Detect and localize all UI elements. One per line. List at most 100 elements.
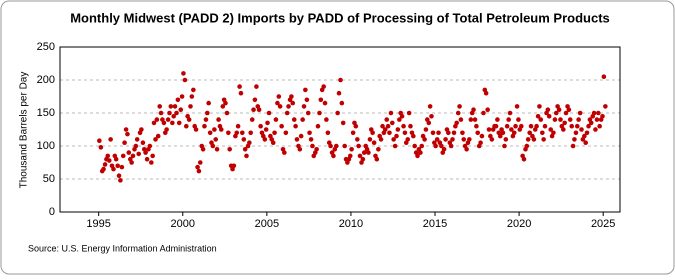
data-point <box>422 137 427 142</box>
data-point <box>401 123 406 129</box>
data-point <box>573 130 579 136</box>
data-point <box>454 120 460 126</box>
data-point <box>493 123 499 129</box>
data-point <box>244 153 249 159</box>
data-point <box>591 110 597 116</box>
data-point <box>239 130 245 136</box>
data-point <box>262 137 268 142</box>
data-point <box>382 127 388 132</box>
data-point <box>150 153 155 159</box>
data-point <box>291 117 297 122</box>
data-point <box>516 117 521 122</box>
y-tick-label: 100 <box>37 140 55 152</box>
data-point <box>489 137 495 142</box>
data-point <box>303 87 308 93</box>
data-point <box>279 123 284 129</box>
data-point <box>448 143 454 149</box>
data-point <box>528 123 534 129</box>
data-point <box>254 84 259 89</box>
data-point <box>336 90 342 96</box>
x-tick-label: 2015 <box>423 218 447 230</box>
data-point <box>210 143 216 149</box>
data-point <box>479 133 485 139</box>
data-point <box>223 100 228 106</box>
data-point <box>289 94 294 99</box>
data-point <box>506 117 511 122</box>
data-point <box>238 90 244 96</box>
data-point <box>247 140 252 145</box>
data-point <box>167 110 172 116</box>
data-point <box>193 127 199 132</box>
data-point <box>353 123 359 129</box>
data-point <box>586 123 591 129</box>
data-point <box>475 130 481 136</box>
data-point <box>115 163 120 169</box>
data-point <box>378 137 384 142</box>
data-point <box>534 123 539 129</box>
data-point <box>370 130 375 136</box>
data-point <box>430 130 436 136</box>
data-point <box>576 117 581 122</box>
y-tick-label: 50 <box>43 173 55 185</box>
data-point <box>503 137 509 142</box>
x-tick-label: 2000 <box>171 218 195 230</box>
data-point <box>427 104 433 109</box>
data-point <box>603 104 608 109</box>
data-point <box>322 100 328 106</box>
data-point <box>397 117 402 122</box>
data-point <box>175 97 181 103</box>
data-point <box>411 133 416 139</box>
data-point <box>207 130 213 136</box>
data-point <box>429 114 434 119</box>
data-point <box>108 137 113 142</box>
data-point <box>155 133 161 139</box>
data-point <box>556 107 562 112</box>
data-point <box>574 123 580 129</box>
data-point <box>402 130 408 136</box>
data-point <box>464 147 469 152</box>
data-point <box>366 150 371 155</box>
data-point <box>600 114 605 119</box>
data-point <box>500 130 506 136</box>
data-point <box>527 130 532 136</box>
data-point <box>542 123 548 129</box>
x-tick-label: 1995 <box>86 218 110 230</box>
data-point <box>552 117 558 122</box>
data-point <box>123 127 129 132</box>
data-point <box>387 130 392 136</box>
data-point <box>457 104 462 109</box>
data-point <box>558 117 563 122</box>
data-point <box>266 110 272 116</box>
data-point <box>458 117 464 122</box>
y-axis-label: Thousand Barrels per Day <box>19 72 30 189</box>
data-point <box>561 127 566 132</box>
data-point <box>172 104 178 109</box>
data-point <box>483 90 489 96</box>
data-point <box>242 147 248 152</box>
data-point <box>455 110 461 116</box>
data-point <box>436 130 441 136</box>
data-point <box>548 127 554 132</box>
data-point <box>338 77 343 83</box>
data-point <box>342 143 348 149</box>
data-point <box>125 131 130 137</box>
data-point <box>234 130 240 136</box>
data-point <box>423 127 429 132</box>
data-point <box>174 110 179 116</box>
data-point <box>525 137 531 142</box>
data-point <box>380 123 385 129</box>
data-point <box>304 97 310 103</box>
data-point <box>486 127 492 132</box>
data-point <box>328 143 333 149</box>
data-point <box>594 117 600 122</box>
data-point <box>189 94 195 99</box>
data-point <box>497 133 503 139</box>
data-point <box>355 137 360 142</box>
data-point <box>212 127 217 132</box>
data-point <box>567 117 573 122</box>
plot-frame <box>59 46 621 213</box>
data-point <box>504 123 510 129</box>
data-point <box>553 110 559 116</box>
data-point <box>535 114 541 119</box>
data-point <box>321 84 326 89</box>
